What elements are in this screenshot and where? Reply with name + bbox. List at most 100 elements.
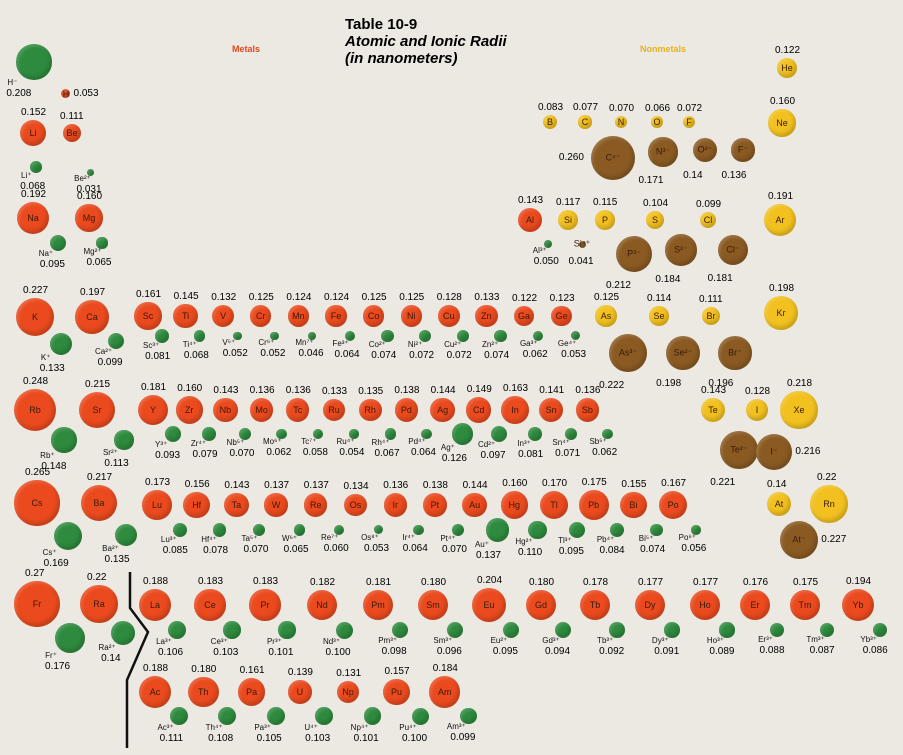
symbol-fe-plus: Fe³⁺	[332, 339, 349, 349]
radius-po-plus: 0.056	[681, 542, 707, 554]
symbol-ni: Ni	[406, 311, 416, 321]
radius-br: 0.111	[699, 293, 723, 305]
radius-ag: 0.144	[430, 384, 456, 396]
atom-w	[264, 493, 288, 517]
atom-nd	[306, 589, 338, 621]
atom-rn	[810, 485, 848, 523]
atom-cl	[699, 211, 717, 229]
radius-sn: 0.141	[539, 385, 565, 396]
atom-tm-plus	[819, 622, 835, 638]
symbol-dy-plus: Dy³⁺	[651, 635, 669, 645]
nonmetals-header: Nonmetals	[640, 44, 687, 54]
radius-pm-plus: 0.098	[381, 646, 407, 658]
radius-k-plus: 0.133	[39, 363, 65, 375]
symbol-am: Am	[438, 687, 452, 697]
atom-ir-plus	[412, 524, 424, 536]
atom-ca-plus	[107, 332, 125, 350]
atom-au	[462, 492, 487, 518]
radius-pa: 0.161	[239, 665, 265, 677]
symbol-dy: Dy	[644, 600, 656, 610]
symbol-rh-plus: Rh⁴⁺	[371, 437, 390, 447]
atom-i-minus	[755, 433, 793, 471]
radius-ac: 0.188	[143, 663, 169, 675]
symbol-tm: Tm	[798, 600, 812, 610]
symbol-al: Al	[525, 215, 535, 225]
radius-pb: 0.175	[581, 477, 607, 489]
atom-po-plus	[691, 525, 701, 535]
radius-ba-plus: 0.135	[104, 554, 130, 566]
radius-fr-plus: 0.176	[45, 660, 71, 672]
radius-na: 0.192	[21, 188, 47, 200]
atom-as-minus	[609, 334, 647, 372]
symbol-mo: Mo	[255, 405, 268, 415]
atom-sr-plus	[114, 430, 134, 450]
symbol-pm-plus: Pm³⁺	[378, 636, 398, 646]
radius-mn-plus: 0.046	[298, 347, 324, 359]
symbol-sn: Sn	[545, 405, 557, 415]
atom-mg-plus	[96, 237, 108, 249]
radius-ir-plus: 0.064	[402, 543, 428, 555]
symbol-th-plus: Th⁴⁺	[205, 723, 223, 733]
radius-rn: 0.22	[817, 472, 837, 484]
symbol-re: Re	[310, 500, 322, 510]
symbol-pr-plus: Pr³⁺	[266, 636, 282, 646]
symbol-ge: Ge	[555, 311, 568, 321]
atom-mn-plus	[308, 332, 317, 340]
radius-v-plus: 0.052	[222, 348, 248, 360]
radius-ge: 0.123	[549, 292, 575, 304]
symbol-lu-plus: Lu³⁺	[160, 535, 177, 545]
radius-yb: 0.194	[846, 575, 872, 587]
radius-cr-plus: 0.052	[260, 348, 286, 360]
atom-np	[337, 680, 360, 704]
atom-sr	[78, 391, 116, 429]
radius-si: 0.117	[556, 197, 581, 209]
radius-tm: 0.175	[793, 577, 819, 589]
atom-lu-plus	[172, 522, 188, 538]
symbol-os-plus: Os⁸⁺	[361, 532, 379, 542]
atom-zr-plus	[202, 427, 216, 441]
atom-ho-plus	[719, 622, 735, 638]
atom-in-plus	[528, 427, 542, 441]
atom-tc	[286, 398, 310, 422]
radius-f-minus: 0.136	[721, 169, 747, 181]
radius-bi: 0.155	[621, 478, 647, 490]
atom-mo	[250, 398, 274, 422]
radius-nd: 0.182	[310, 576, 336, 588]
radius-sb-plus: 0.062	[592, 447, 618, 459]
atom-c	[578, 115, 592, 129]
radius-ra-plus: 0.14	[101, 652, 121, 664]
atom-w-plus	[293, 524, 305, 536]
symbol-ga: Ga	[517, 311, 531, 321]
symbol-h-minus: H⁻	[7, 77, 18, 87]
atom-sb	[575, 398, 599, 422]
atom-be	[62, 123, 82, 143]
radius-n-minus: 0.171	[638, 174, 664, 186]
radius-pt: 0.138	[422, 480, 448, 492]
symbol-as-minus: As³⁻	[618, 347, 638, 358]
atom-ne	[768, 109, 796, 137]
radius-eu: 0.204	[477, 574, 503, 586]
radius-la-plus: 0.106	[157, 647, 184, 658]
symbol-nb: Nb	[219, 405, 232, 415]
symbol-pr: Pr	[260, 600, 270, 610]
radius-ru-plus: 0.054	[339, 446, 365, 458]
symbol-gd: Gd	[534, 600, 548, 610]
atom-al	[517, 207, 543, 233]
atom-sm	[417, 589, 449, 621]
radius-rh: 0.135	[358, 385, 384, 397]
radius-o-minus: 0.14	[683, 169, 703, 181]
symbol-se-minus: Se²⁻	[673, 347, 693, 358]
radius-pr-plus: 0.101	[268, 646, 294, 658]
radius-o: 0.066	[645, 103, 671, 115]
atom-dy	[634, 589, 666, 621]
atom-as	[595, 305, 617, 327]
symbol-cd: Cd	[473, 405, 485, 415]
atom-yb	[841, 588, 875, 622]
radius-as-minus: 0.222	[599, 379, 625, 391]
radius-s: 0.104	[643, 198, 669, 210]
radius-au: 0.144	[462, 479, 488, 491]
radius-eu-plus: 0.095	[492, 646, 518, 658]
symbol-am-plus: Am³⁺	[446, 722, 466, 732]
atom-pa	[237, 678, 266, 706]
atom-po	[658, 490, 688, 520]
